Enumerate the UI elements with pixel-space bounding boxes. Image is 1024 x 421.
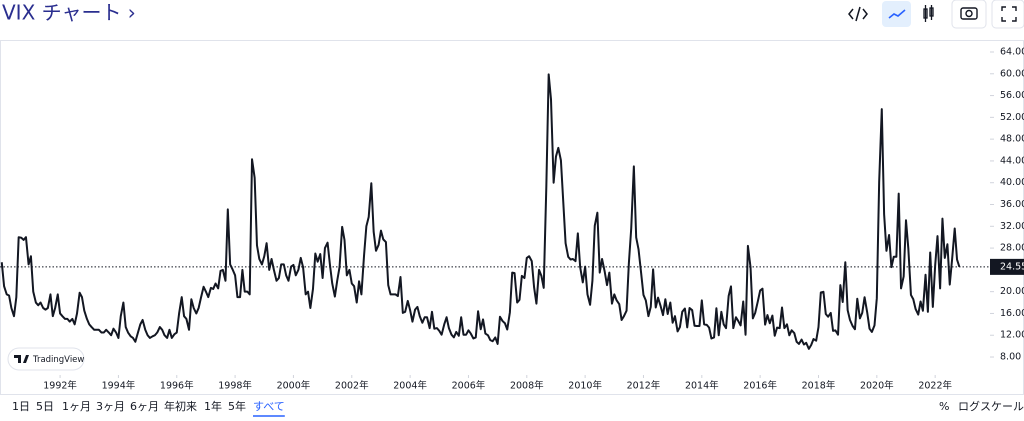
fullscreen-icon: [1001, 6, 1017, 22]
y-tick-label: 20.00: [1000, 286, 1024, 297]
range-button[interactable]: すべて: [253, 400, 285, 413]
x-tick-label: 2006年: [452, 380, 486, 392]
x-tick-label: 1998年: [218, 380, 252, 392]
plot-area: [0, 73, 990, 350]
range-button[interactable]: 6ヶ月: [130, 400, 159, 413]
fullscreen-button[interactable]: [991, 0, 1024, 29]
watermark-text: TradingView: [32, 355, 84, 365]
range-button[interactable]: 5年: [228, 399, 246, 413]
range-button[interactable]: 1ヶ月: [62, 400, 91, 413]
camera-icon: [960, 7, 978, 20]
x-tick-label: 2004年: [393, 380, 427, 392]
x-tick-label: 1992年: [43, 380, 77, 392]
x-tick-label: 1994年: [102, 380, 136, 392]
price-line: [0, 73, 961, 350]
y-tick-label: 64.00: [1000, 46, 1024, 57]
line-icon: [888, 9, 906, 19]
x-tick-label: 1996年: [160, 380, 194, 392]
y-tick-label: 32.00: [1000, 221, 1024, 232]
x-tick-label: 2016年: [743, 380, 777, 392]
y-tick-label: 52.00: [1000, 112, 1024, 123]
chart-title[interactable]: VIX チャート ›: [2, 1, 136, 25]
candle-style-button[interactable]: [923, 5, 934, 22]
x-tick-label: 2008年: [510, 380, 544, 392]
x-tick-label: 2010年: [568, 380, 602, 392]
watermark-badge[interactable]: [7, 347, 85, 371]
y-tick-label: 12.00: [1000, 330, 1024, 341]
x-tick-label: 2000年: [277, 380, 311, 392]
x-tick-label: 2002年: [335, 380, 369, 392]
snapshot-button[interactable]: [951, 0, 987, 29]
x-tick-label: 2012年: [627, 380, 661, 392]
last-price-badge: [990, 258, 1024, 275]
y-tick-label: 28.00: [1000, 243, 1024, 254]
watermark-logo: [14, 355, 29, 363]
log-scale-button[interactable]: ログスケール: [958, 399, 1024, 413]
x-tick-label: 2014年: [685, 380, 719, 392]
last-price-label: 24.55: [1000, 261, 1024, 272]
bottom-toolbar: 1日 5日 1ヶ月 3ヶ月 6ヶ月 年初来 1年 5年 すべて% ログスケール: [12, 399, 1024, 417]
y-tick-label: 36.00: [1000, 199, 1024, 210]
axes: 8.0012.0016.0020.0024.0028.0032.0036.004…: [43, 46, 1024, 392]
y-tick-label: 48.00: [1000, 134, 1024, 145]
range-button[interactable]: 5日: [36, 400, 54, 413]
y-tick-label: 8.00: [1000, 352, 1021, 363]
range-button[interactable]: 1日: [12, 400, 30, 413]
percent-button[interactable]: %: [939, 400, 949, 413]
embed-button[interactable]: [848, 6, 868, 22]
y-tick-label: 40.00: [1000, 177, 1024, 188]
y-tick-label: 60.00: [1000, 68, 1024, 79]
y-tick-label: 56.00: [1000, 90, 1024, 101]
x-tick-label: 2018年: [802, 380, 836, 392]
range-button[interactable]: 1年: [204, 399, 222, 413]
chart-frame: [0, 40, 1024, 395]
range-button[interactable]: 3ヶ月: [96, 400, 125, 413]
range-button[interactable]: 年初来: [164, 399, 197, 413]
x-tick-label: 2020年: [860, 380, 894, 392]
y-tick-label: 44.00: [1000, 155, 1024, 166]
y-tick-label: 16.00: [1000, 308, 1024, 319]
line-style-button[interactable]: [882, 1, 911, 27]
x-tick-label: 2022年: [918, 380, 952, 392]
